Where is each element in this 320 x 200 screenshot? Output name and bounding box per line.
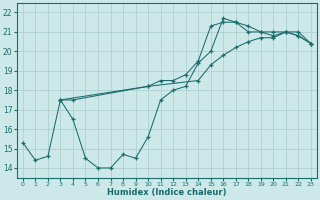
X-axis label: Humidex (Indice chaleur): Humidex (Indice chaleur) xyxy=(107,188,227,197)
